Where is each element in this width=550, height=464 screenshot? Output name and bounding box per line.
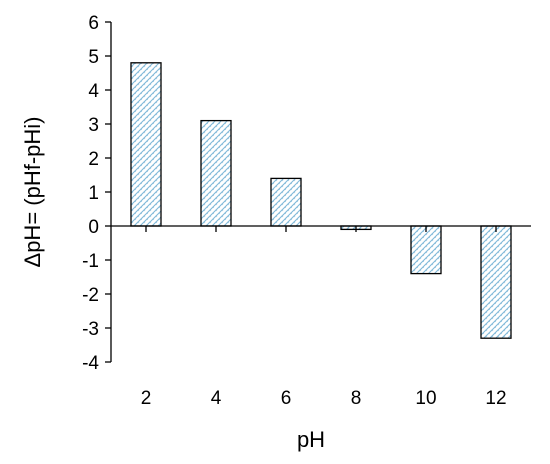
bar-ph-12	[480, 225, 512, 339]
bar-ph-6	[270, 177, 302, 227]
y-tick-label: 5	[88, 47, 99, 68]
y-axis-title: ΔpH= (pHf-pHi)	[20, 116, 45, 267]
x-tick-label: 2	[141, 388, 152, 409]
y-tick-label: -3	[82, 319, 99, 340]
y-tick-label: 4	[88, 81, 99, 102]
y-tick-label: 6	[88, 13, 99, 34]
x-axis-title: pH	[297, 427, 325, 452]
bar-ph-2	[130, 62, 162, 227]
y-tick-label: 0	[88, 217, 99, 238]
y-tick-label: 1	[88, 183, 99, 204]
y-axis-ticks: -4 -3 -2 -1 0 1 2 3 4 5 6	[82, 13, 111, 374]
bar-ph-4	[200, 119, 232, 227]
y-tick-label: -1	[82, 251, 99, 272]
y-tick-label: 3	[88, 115, 99, 136]
x-tick-label: 8	[351, 388, 362, 409]
x-tick-label: 12	[485, 388, 506, 409]
x-tick-label: 10	[415, 388, 436, 409]
bar-ph-10	[410, 225, 442, 275]
y-tick-label: -2	[82, 285, 99, 306]
y-tick-label: -4	[82, 353, 99, 374]
y-tick-label: 2	[88, 149, 99, 170]
x-tick-label: 6	[281, 388, 292, 409]
x-tick-label: 4	[211, 388, 222, 409]
bars	[130, 62, 512, 339]
x-axis-ticks: 2 4 6 8 10 12	[141, 226, 507, 409]
